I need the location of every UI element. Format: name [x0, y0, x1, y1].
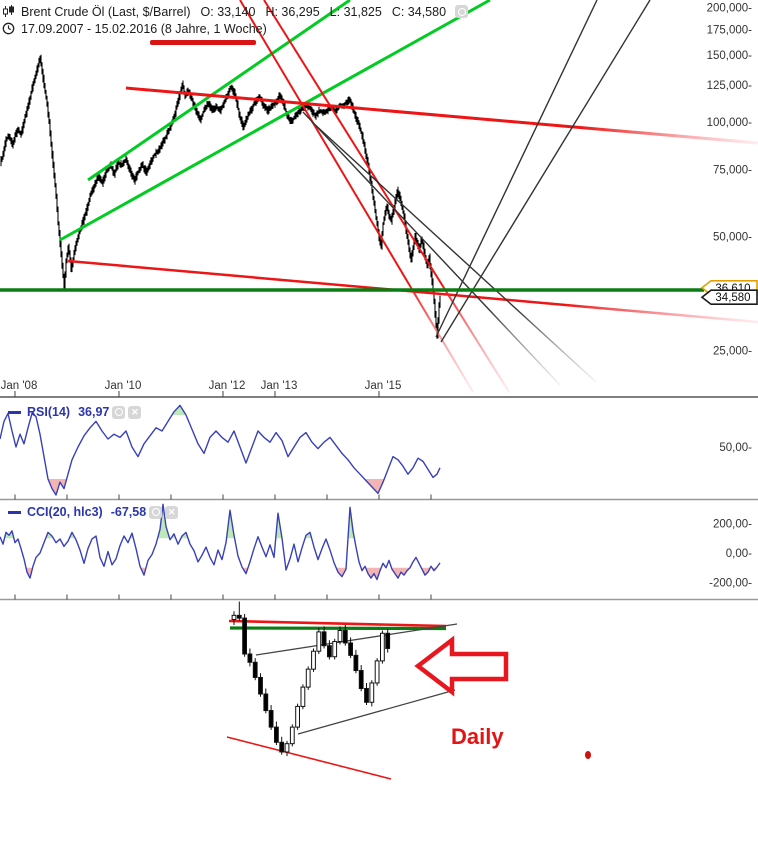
- price-axis-label: 25,000-: [713, 346, 752, 358]
- time-axis-label: Jan '08: [1, 380, 38, 392]
- cci-panel-header: CCI(20, hlc3) -67,58 ✕: [8, 505, 179, 519]
- cci-axis-label: 0,00-: [726, 548, 752, 560]
- chart-settings-button[interactable]: [455, 5, 469, 18]
- cci-curve: [0, 503, 441, 581]
- price-axis-labels: 200,000- 175,000- 150,000- 125,000- 100,000-…: [707, 3, 753, 590]
- daily-red-top: [228, 619, 447, 628]
- price-axis-label: 50,000-: [713, 231, 752, 243]
- instrument-row: Brent Crude Öl (Last, $/Barrel) O: 33,14…: [2, 3, 469, 20]
- price-axis-label: 175,000-: [707, 25, 753, 37]
- daily-red-desc: [226, 736, 392, 780]
- price-axis-label: 150,000-: [707, 50, 753, 62]
- rsi-panel-header: RSI(14) 36,97 ✕: [8, 405, 142, 419]
- clock-icon: [2, 22, 15, 35]
- rsi-label: RSI(14): [27, 405, 71, 419]
- low-label: L: 31,825: [329, 4, 382, 19]
- cci-value: -67,58: [110, 505, 147, 519]
- time-axis-label: Jan '10: [105, 380, 142, 392]
- close-value: 34,580: [407, 4, 447, 19]
- black-desc-1: [302, 111, 561, 386]
- daily-candlesticks: [231, 601, 391, 757]
- price-axis-label: 100,000-: [707, 117, 753, 129]
- trendlines: [0, 0, 758, 780]
- close-icon: ✕: [167, 506, 176, 517]
- rsi-axis-label: 50,00-: [719, 442, 752, 454]
- black-asc-1: [435, 0, 598, 338]
- price-axis-label: 75,000-: [713, 164, 752, 176]
- gear-icon: [151, 508, 160, 516]
- cci-legend-swatch: [8, 510, 21, 514]
- low-value: 31,825: [343, 4, 382, 19]
- red-dot-annotation: [585, 751, 591, 759]
- cci-close-button[interactable]: ✕: [165, 505, 179, 519]
- close-label: C: 34,580: [391, 4, 447, 19]
- price-tag: [700, 289, 758, 306]
- time-axis-label: Jan '13: [261, 380, 298, 392]
- daily-support-2: [297, 689, 456, 735]
- cci-label: CCI(20, hlc3): [27, 505, 103, 519]
- cci-settings-button[interactable]: [149, 505, 163, 519]
- range-row: 17.09.2007 - 15.02.2016 (8 Jahre, 1 Woch…: [2, 20, 468, 37]
- black-asc-2: [440, 0, 651, 343]
- daily-support-1: [255, 623, 458, 656]
- red-resistance: [125, 86, 758, 145]
- green-channel-lower: [59, 0, 491, 242]
- rsi-curve: [0, 404, 441, 496]
- title-bar: Brent Crude Öl (Last, $/Barrel) O: 33,14…: [2, 3, 469, 37]
- price-axis-label: 125,000-: [707, 80, 753, 92]
- red-steep-1: [239, 0, 474, 393]
- daily-annotation-label: Daily: [451, 724, 504, 749]
- left-arrow-annotation: [414, 635, 509, 697]
- svg-text:34,580: 34,580: [715, 292, 750, 304]
- green-channel-upper: [87, 0, 351, 182]
- axes: Jan '08 Jan '10 Jan '12 Jan '13 Jan '15: [0, 380, 758, 601]
- rsi-settings-button[interactable]: [112, 405, 126, 419]
- gear-icon: [457, 7, 466, 16]
- rsi-value: 36,97: [78, 405, 110, 419]
- price-axis-label: 200,000-: [707, 3, 753, 15]
- cci-axis-label: -200,00-: [709, 578, 752, 590]
- cci-axis-label: 200,00-: [713, 519, 752, 531]
- close-icon: ✕: [131, 406, 139, 417]
- time-axis-label: Jan '15: [365, 380, 402, 392]
- open-label: O: 33,140: [200, 4, 256, 19]
- instrument-title: Brent Crude Öl (Last, $/Barrel): [21, 4, 191, 19]
- time-axis-label: Jan '12: [209, 380, 246, 392]
- red-steep-2: [263, 0, 510, 393]
- black-desc-2: [311, 121, 597, 383]
- date-range: 17.09.2007 - 15.02.2016 (8 Jahre, 1 Woch…: [21, 21, 267, 36]
- gear-icon: [114, 408, 123, 416]
- rsi-close-button[interactable]: ✕: [128, 405, 142, 419]
- rsi-legend-swatch: [8, 410, 21, 414]
- annotations-extra: [414, 635, 509, 697]
- high-value: 36,295: [281, 4, 320, 19]
- open-value: 33,140: [217, 4, 256, 19]
- red-underline-annotation: [150, 40, 256, 45]
- candlestick-icon: [3, 5, 14, 17]
- daily-green-top: [229, 626, 447, 631]
- high-label: H: 36,295: [265, 4, 320, 19]
